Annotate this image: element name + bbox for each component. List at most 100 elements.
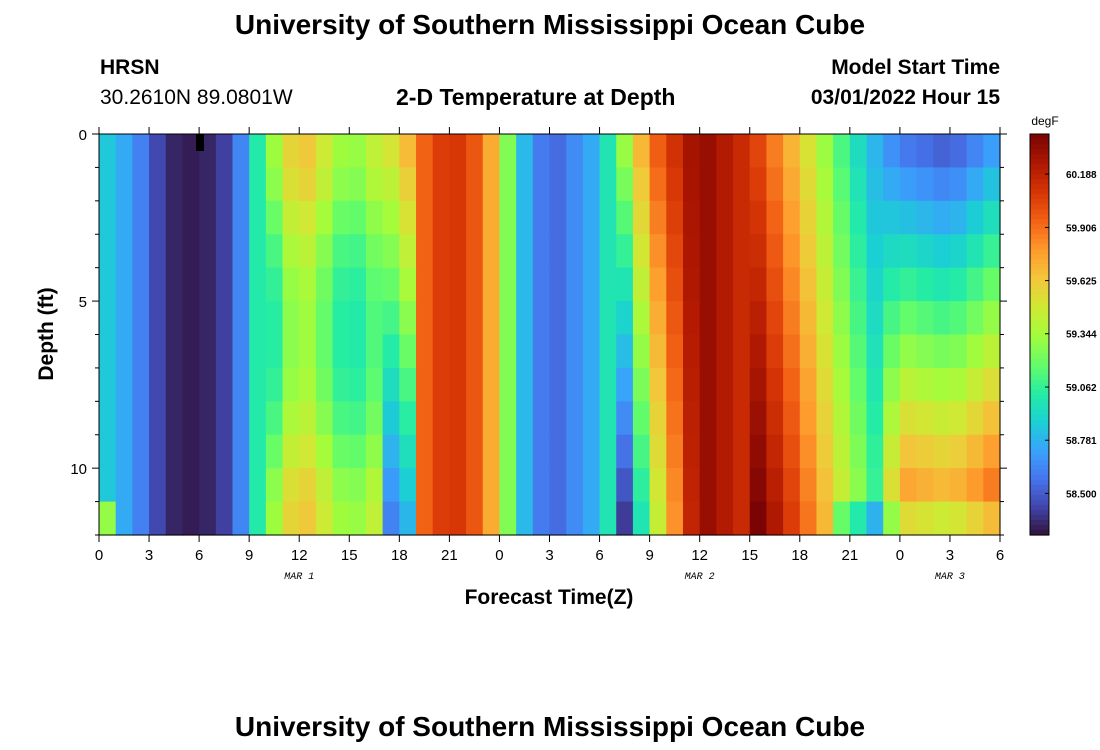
heatmap-cell: [749, 334, 768, 369]
colorbar-segment: [1030, 409, 1049, 416]
heatmap-cell: [182, 334, 200, 369]
heatmap-cell: [632, 334, 651, 369]
heatmap-cell: [132, 501, 150, 536]
colorbar-segment: [1030, 339, 1049, 346]
heatmap-cell: [549, 200, 567, 235]
heatmap-cell: [949, 334, 968, 369]
heatmap-cell: [716, 468, 734, 503]
heatmap-cell: [232, 334, 250, 369]
heatmap-cell: [532, 401, 551, 436]
heatmap-cell: [466, 367, 484, 402]
heatmap-cell: [165, 501, 184, 536]
colorbar-segment: [1030, 134, 1049, 140]
heatmap-cell: [632, 434, 651, 469]
heatmap-cell: [783, 267, 801, 302]
heatmap-cell: [382, 468, 400, 503]
heatmap-cell: [516, 234, 534, 269]
heatmap-cell: [315, 134, 334, 169]
heatmap-cell: [299, 468, 317, 503]
heatmap-cell: [833, 501, 851, 536]
colorbar-segment: [1030, 469, 1049, 476]
colorbar-segment: [1030, 139, 1049, 145]
heatmap-cell: [282, 401, 300, 436]
colorbar-segment: [1030, 414, 1049, 421]
heatmap-cell: [432, 434, 450, 469]
heatmap-cell: [466, 434, 484, 469]
heatmap-cell: [933, 501, 951, 536]
heatmap-cell: [666, 200, 684, 235]
heatmap-cell: [265, 334, 284, 369]
heatmap-cell: [382, 367, 400, 402]
heatmap-cell: [215, 401, 234, 436]
heatmap-cell: [99, 367, 117, 402]
heatmap-cell: [149, 234, 167, 269]
heatmap-cell: [866, 134, 884, 169]
heatmap-cell: [649, 468, 667, 503]
heatmap-cell: [866, 434, 884, 469]
heatmap-cell: [499, 334, 517, 369]
colorbar-segment: [1030, 434, 1049, 441]
heatmap-cell: [566, 501, 584, 536]
heatmap-cell: [749, 167, 768, 202]
heatmap-cell: [799, 334, 818, 369]
heatmap-cell: [99, 200, 117, 235]
colorbar-segment: [1030, 484, 1049, 491]
heatmap-cell: [365, 468, 384, 503]
heatmap-cell: [883, 200, 901, 235]
heatmap-cell: [649, 367, 667, 402]
heatmap-cell: [916, 401, 934, 436]
x-tick-label: 18: [791, 547, 808, 564]
heatmap-cell: [449, 334, 467, 369]
colorbar-tick-label: 59.906: [1066, 223, 1097, 234]
colorbar-segment: [1030, 209, 1049, 215]
heatmap-cell: [682, 267, 701, 302]
heatmap-cell: [315, 468, 334, 503]
heatmap-cell: [616, 267, 634, 302]
heatmap-cell: [315, 200, 334, 235]
heatmap-cell: [849, 234, 868, 269]
colorbar-segment: [1030, 354, 1049, 361]
colorbar-segment: [1030, 229, 1049, 235]
colorbar-segment: [1030, 249, 1049, 255]
heatmap-cell: [265, 301, 284, 336]
heatmap-cell: [466, 167, 484, 202]
heatmap-cell: [165, 434, 184, 469]
heatmap-cell: [816, 401, 834, 436]
heatmap-cell: [766, 434, 784, 469]
heatmap-cell: [783, 501, 801, 536]
heatmap-cell: [382, 334, 400, 369]
heatmap-cell: [949, 401, 968, 436]
heatmap-cell: [916, 301, 934, 336]
heatmap-cell: [849, 434, 868, 469]
heatmap-cell: [949, 267, 968, 302]
heatmap-cell: [349, 301, 367, 336]
heatmap-cell: [566, 367, 584, 402]
heatmap-cell: [716, 434, 734, 469]
temperature-depth-chart: 0 3 6 9 12 15 18 21 0 3 6 9 12 15 18 21 0 3 6 MAR 1 MAR 2 MAR…: [35, 114, 1097, 609]
heatmap-cell: [466, 134, 484, 169]
heatmap-cell: [115, 468, 133, 503]
heatmap-cell: [115, 301, 133, 336]
heatmap-cell: [632, 134, 651, 169]
colorbar-segment: [1030, 399, 1049, 406]
heatmap-cell: [482, 267, 501, 302]
heatmap-cell: [365, 434, 384, 469]
heatmap-cell: [466, 301, 484, 336]
colorbar-segment: [1030, 479, 1049, 486]
heatmap-cell: [983, 267, 1001, 302]
colorbar-tick-label: 60.188: [1066, 170, 1097, 181]
heatmap-cell: [349, 501, 367, 536]
heatmap-cell: [966, 334, 984, 369]
heatmap-cell: [933, 167, 951, 202]
model-start-time: 03/01/2022 Hour 15: [810, 86, 1000, 109]
heatmap-cell: [983, 234, 1001, 269]
colorbar-segment: [1030, 289, 1049, 295]
heatmap-cell: [149, 334, 167, 369]
colorbar-segment: [1030, 214, 1049, 220]
heatmap-cell: [99, 501, 117, 536]
heatmap-cell: [466, 501, 484, 536]
x-axis: 0 3 6 9 12 15 18 21 0 3 6 9 12 15 18 21 0 3 6 MAR 1 MAR 2 MAR…: [95, 127, 1004, 583]
heatmap-cell: [249, 367, 267, 402]
heatmap-cell: [416, 434, 434, 469]
heatmap-cell: [616, 367, 634, 402]
